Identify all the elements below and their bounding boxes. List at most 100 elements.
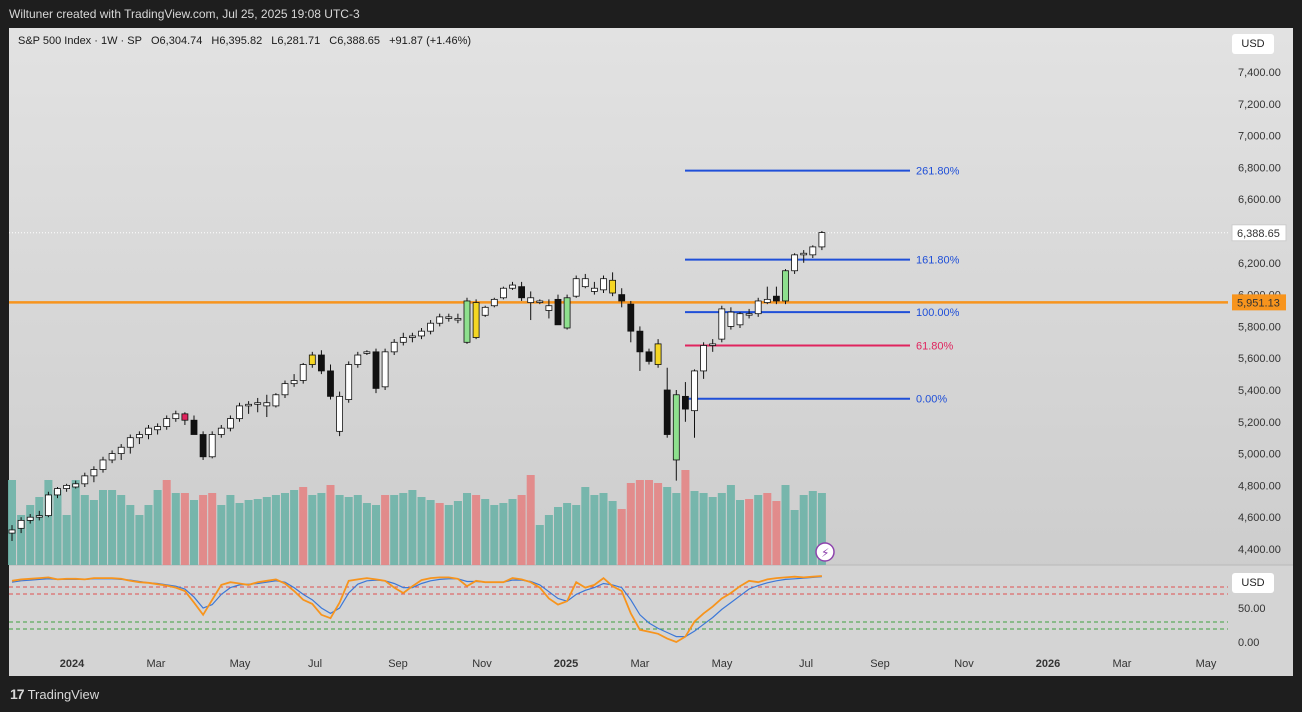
candle-body[interactable] [663,389,671,435]
candle-body[interactable] [26,516,34,521]
candle-body[interactable] [454,318,462,321]
candle-body[interactable] [154,426,162,431]
candle-body[interactable] [745,313,753,316]
candle-body[interactable] [700,345,707,372]
candle-body[interactable] [90,469,98,477]
candle-body[interactable] [99,459,107,470]
candle-body[interactable] [35,515,43,518]
candle-body[interactable] [773,295,780,302]
candle-body[interactable] [709,343,717,346]
candle-body[interactable] [54,488,61,496]
candle-body[interactable] [272,394,280,407]
candle-body[interactable] [327,370,334,397]
candle-body[interactable] [736,313,744,326]
candle-body[interactable] [654,343,662,365]
candle-body[interactable] [563,297,571,329]
candle-body[interactable] [236,405,243,420]
tradingview-logo[interactable]: 17 TradingView [10,686,99,702]
candle-body[interactable] [126,437,134,448]
candle-body[interactable] [591,287,598,292]
candle-body[interactable] [190,419,198,435]
candle-body[interactable] [436,316,444,324]
candle-body[interactable] [408,335,416,338]
currency-button-oscillator[interactable]: USD [1232,573,1274,593]
candle-body[interactable] [672,394,680,461]
candle-body[interactable] [472,302,480,338]
candle-body[interactable] [217,427,225,435]
candle-body[interactable] [427,322,435,332]
candle-body[interactable] [754,300,762,315]
candle-body[interactable] [354,354,362,365]
candle-body[interactable] [718,308,726,340]
candle-body[interactable] [199,434,207,458]
candle-body[interactable] [45,494,52,517]
candle-body[interactable] [163,418,171,427]
candle-body[interactable] [336,395,344,432]
candle-body[interactable] [399,337,407,343]
candle-body[interactable] [481,306,489,316]
candle-body[interactable] [645,351,653,362]
candle-body[interactable] [290,380,298,385]
candle-body[interactable] [418,330,425,337]
candle-body[interactable] [518,286,525,299]
candle-body[interactable] [81,475,89,485]
currency-button-main[interactable]: USD [1232,34,1274,54]
candle-body[interactable] [572,278,580,297]
volume-bar [208,493,217,565]
candle-body[interactable] [600,278,607,291]
price-tick-label: 7,200.00 [1238,99,1281,111]
candle-body[interactable] [445,316,453,319]
candle-body[interactable] [363,351,371,354]
candle-body[interactable] [536,300,544,303]
candle-body[interactable] [381,351,389,388]
candle-body[interactable] [554,298,562,326]
candle-body[interactable] [317,354,325,372]
candle-body[interactable] [245,403,253,407]
candle-body[interactable] [108,453,116,461]
candle-body[interactable] [181,413,189,421]
candle-body[interactable] [818,232,826,248]
candle-body[interactable] [281,383,289,396]
candle-body[interactable] [581,278,589,288]
candle-body[interactable] [782,270,789,302]
candle-body[interactable] [8,529,16,534]
candle-body[interactable] [254,402,262,405]
candle-body[interactable] [800,252,808,256]
candle-body[interactable] [308,354,316,365]
candle-body[interactable] [345,364,353,400]
candle-body[interactable] [263,402,271,407]
candle-body[interactable] [499,287,507,299]
candle-body[interactable] [135,434,143,439]
candle-body[interactable] [691,370,698,412]
price-tick-label: 5,800.00 [1238,321,1281,333]
candle-body[interactable] [226,418,234,429]
candle-body[interactable] [809,246,817,256]
candle-body[interactable] [791,254,798,272]
candle-body[interactable] [145,427,152,435]
lightning-icon[interactable] [815,542,835,562]
candle-body[interactable] [490,298,498,307]
candle-body[interactable] [636,330,644,353]
candle-body[interactable] [609,279,616,294]
candle-body[interactable] [117,446,125,454]
oscillator-pane-bg [9,565,1293,676]
candle-body[interactable] [727,311,735,327]
volume-bar [62,515,71,565]
candle-body[interactable] [545,305,553,311]
candle-body[interactable] [208,434,216,458]
candle-body[interactable] [17,519,25,529]
candle-body[interactable] [682,395,689,410]
candle-body[interactable] [299,364,307,381]
candle-body[interactable] [509,284,516,289]
candle-body[interactable] [390,341,398,353]
candle-body[interactable] [627,303,635,332]
candle-body[interactable] [63,484,70,489]
candle-body[interactable] [527,297,535,303]
candle-body[interactable] [172,413,180,420]
candle-body[interactable] [763,298,771,303]
candle-body[interactable] [372,351,380,389]
candle-body[interactable] [72,483,80,488]
candle-body[interactable] [618,294,626,302]
candle-body[interactable] [463,300,471,343]
